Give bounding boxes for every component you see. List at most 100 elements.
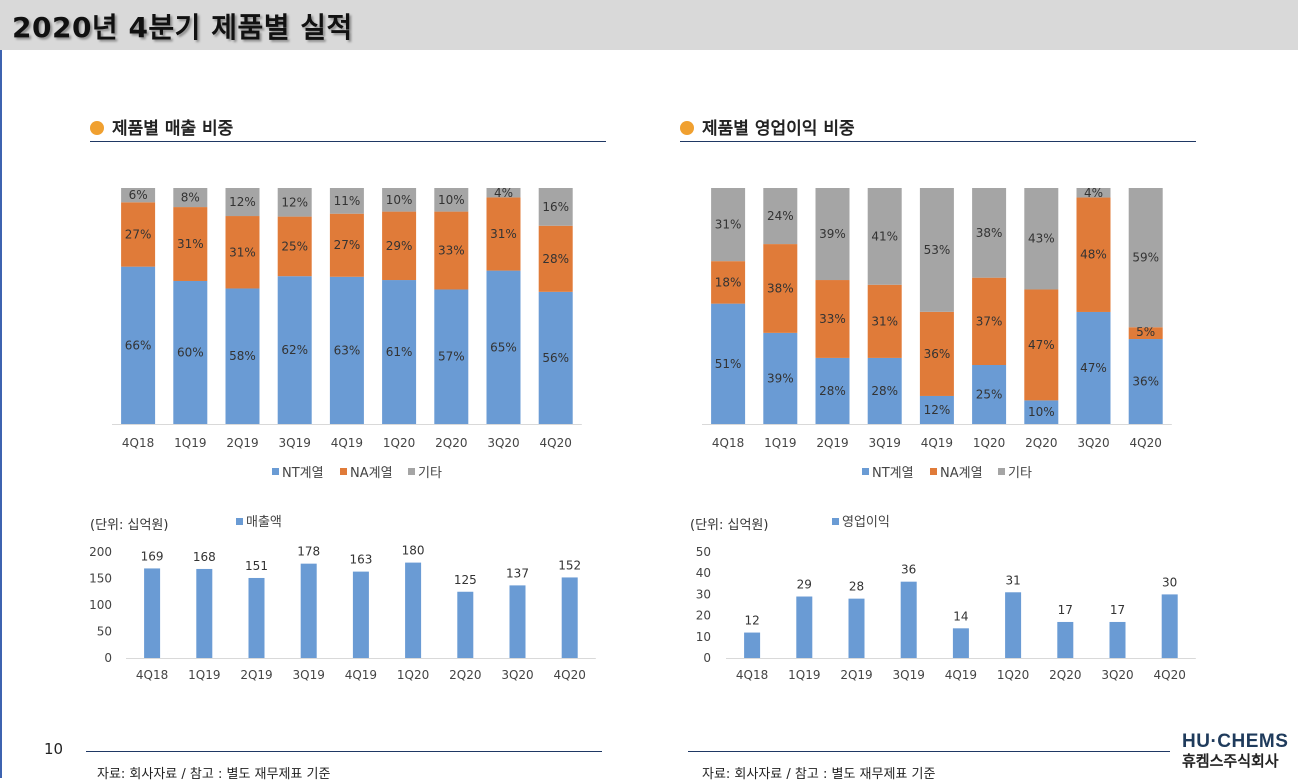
segment-data-label: 24% bbox=[767, 209, 794, 223]
sales-share-title-text: 제품별 매출 비중 bbox=[112, 119, 234, 139]
segment-data-label: 27% bbox=[125, 227, 152, 241]
stacked-bar-segment bbox=[382, 211, 417, 281]
segment-data-label: 28% bbox=[871, 384, 898, 398]
segment-data-label: 65% bbox=[490, 340, 517, 354]
y-tick-label: 150 bbox=[89, 572, 112, 586]
bar bbox=[1161, 594, 1178, 658]
bar-data-label: 163 bbox=[349, 553, 372, 567]
segment-data-label: 38% bbox=[767, 281, 794, 295]
segment-data-label: 29% bbox=[386, 239, 413, 253]
stacked-bar-segment bbox=[1076, 311, 1111, 424]
segment-data-label: 66% bbox=[125, 338, 152, 352]
x-tick-label: 4Q20 bbox=[554, 668, 586, 682]
stacked-bar-segment bbox=[763, 188, 798, 245]
segment-data-label: 36% bbox=[924, 347, 951, 361]
bar-data-label: 31 bbox=[1005, 573, 1020, 587]
legend-label: NT계열 bbox=[282, 466, 324, 481]
x-tick-label: 3Q19 bbox=[869, 436, 901, 450]
bar-data-label: 17 bbox=[1110, 603, 1125, 617]
y-tick-label: 50 bbox=[696, 545, 711, 559]
segment-data-label: 47% bbox=[1080, 361, 1107, 375]
legend-label: 영업이익 bbox=[842, 515, 890, 530]
x-tick-label: 2Q19 bbox=[240, 668, 272, 682]
legend-swatch bbox=[832, 518, 839, 525]
stacked-bar-segment bbox=[1128, 339, 1163, 424]
logo-korean: 휴켐스주식회사 bbox=[1182, 752, 1279, 770]
page-number: 10 bbox=[44, 740, 64, 758]
x-tick-label: 2Q19 bbox=[840, 668, 872, 682]
stacked-bar-segment bbox=[486, 188, 521, 198]
stacked-bar-segment bbox=[225, 288, 260, 424]
stacked-bar-segment bbox=[815, 280, 850, 358]
stacked-bar-segment bbox=[277, 276, 312, 424]
legend-swatch bbox=[862, 468, 869, 475]
bar-data-label: 152 bbox=[558, 558, 581, 572]
x-tick-label: 4Q18 bbox=[122, 436, 154, 450]
segment-data-label: 6% bbox=[129, 188, 148, 202]
stacked-bar-segment bbox=[972, 277, 1007, 365]
stacked-bar-segment bbox=[711, 261, 746, 304]
x-tick-label: 4Q20 bbox=[1154, 668, 1186, 682]
stacked-bar-segment bbox=[382, 280, 417, 424]
y-tick-label: 0 bbox=[104, 651, 112, 665]
stacked-bar-segment bbox=[225, 188, 260, 217]
page-title: 2020년 4분기 제품별 실적 bbox=[12, 11, 353, 44]
x-tick-label: 1Q20 bbox=[973, 436, 1005, 450]
y-tick-label: 10 bbox=[696, 630, 711, 644]
stacked-bar-segment bbox=[382, 188, 417, 212]
y-tick-label: 0 bbox=[703, 651, 711, 665]
bar bbox=[1109, 621, 1126, 658]
stacked-bar-segment bbox=[538, 291, 573, 424]
segment-data-label: 39% bbox=[819, 227, 846, 241]
logo-english: HU·CHEMS bbox=[1182, 731, 1289, 752]
stacked-bar-segment bbox=[1128, 188, 1163, 328]
bar-data-label: 169 bbox=[141, 549, 164, 563]
stacked-bar-segment bbox=[1024, 188, 1059, 290]
x-tick-label: 4Q19 bbox=[921, 436, 953, 450]
y-tick-label: 50 bbox=[97, 625, 112, 639]
stacked-bar-segment bbox=[121, 266, 156, 424]
x-tick-label: 4Q19 bbox=[945, 668, 977, 682]
x-tick-label: 2Q20 bbox=[449, 668, 481, 682]
stacked-bar-segment bbox=[815, 357, 850, 424]
y-tick-label: 40 bbox=[696, 566, 711, 580]
stacked-bar-segment bbox=[121, 202, 156, 267]
stacked-bar-segment bbox=[434, 289, 469, 424]
segment-data-label: 12% bbox=[924, 403, 951, 417]
bar bbox=[248, 577, 265, 658]
stacked-bar-segment bbox=[815, 188, 850, 281]
header-bar: 2020년 4분기 제품별 실적 bbox=[0, 0, 1298, 50]
x-tick-label: 3Q19 bbox=[279, 436, 311, 450]
bar-data-label: 137 bbox=[506, 566, 529, 580]
x-tick-label: 3Q19 bbox=[893, 668, 925, 682]
sales-share-section-title: 제품별 매출 비중 bbox=[90, 114, 233, 139]
op-share-title-rule bbox=[680, 141, 1196, 142]
bar-data-label: 151 bbox=[245, 559, 268, 573]
bullet-dot-icon bbox=[680, 121, 694, 135]
source-note-left: 자료: 회사자료 / 참고 : 별도 재무제표 기준 bbox=[97, 767, 331, 782]
op-share-title-text: 제품별 영업이익 비중 bbox=[702, 119, 855, 139]
x-tick-label: 4Q18 bbox=[736, 668, 768, 682]
legend-label: 매출액 bbox=[246, 515, 282, 530]
bar-data-label: 28 bbox=[849, 580, 864, 594]
stacked-bar-segment bbox=[867, 357, 902, 424]
x-tick-label: 2Q20 bbox=[435, 436, 467, 450]
company-logo: HU·CHEMS 휴켐스주식회사 bbox=[1182, 731, 1288, 770]
op-income-chart: 0 10 20 30 40 50 12 4Q18 29 1Q19 28 2Q19 36 3Q19 14 4Q1… bbox=[696, 515, 1196, 682]
stacked-bar-segment bbox=[486, 197, 521, 271]
footer-rule-right bbox=[688, 751, 1170, 752]
op-unit-label: (단위: 십억원) bbox=[690, 518, 769, 533]
segment-data-label: 39% bbox=[767, 371, 794, 385]
stacked-bar-segment bbox=[173, 207, 208, 281]
sales-chart: 0 50 100 150 200 169 4Q18 168 1Q19 151 2Q19 178 3Q19… bbox=[89, 515, 596, 682]
segment-data-label: 16% bbox=[542, 200, 569, 214]
legend-label: 기타 bbox=[1008, 466, 1032, 481]
bar-data-label: 30 bbox=[1162, 575, 1177, 589]
bar-data-label: 125 bbox=[454, 573, 477, 587]
segment-data-label: 48% bbox=[1080, 248, 1107, 262]
stacked-bar-segment bbox=[329, 213, 364, 277]
segment-data-label: 25% bbox=[976, 388, 1003, 402]
stacked-bar-segment bbox=[225, 216, 260, 289]
segment-data-label: 60% bbox=[177, 345, 204, 359]
segment-data-label: 10% bbox=[386, 193, 413, 207]
